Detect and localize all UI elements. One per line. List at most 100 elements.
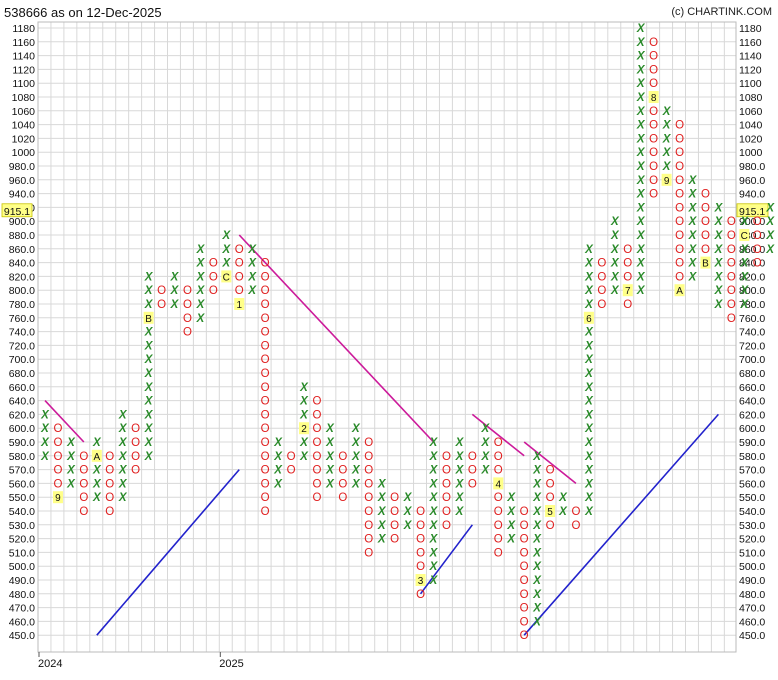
pnf-x-box: X: [118, 437, 128, 449]
y-tick-label-right: 840.0: [739, 258, 765, 270]
pnf-x-box: X: [532, 492, 542, 504]
pnf-o-box: O: [494, 506, 503, 518]
y-tick-label-left: 820.0: [9, 271, 35, 283]
pnf-o-box: O: [261, 285, 270, 297]
pnf-o-box: O: [753, 216, 762, 228]
last-price-label-right: 915.1: [739, 206, 765, 218]
pnf-o-box: O: [442, 506, 451, 518]
y-tick-label-right: 1000: [739, 147, 763, 159]
trendline-resistance: [471, 413, 525, 457]
y-tick-label-left: 640.0: [9, 396, 35, 408]
pnf-x-box: X: [221, 244, 231, 256]
month-marker: 9: [664, 176, 670, 187]
pnf-o-box: O: [261, 271, 270, 283]
pnf-x-box: X: [688, 271, 698, 283]
month-marker-bg: [622, 284, 633, 297]
pnf-x-box: X: [584, 285, 594, 297]
y-tick-label-left: 490.0: [9, 575, 35, 587]
pnf-o-box: O: [183, 313, 192, 325]
y-tick-label-right: 600.0: [739, 423, 765, 435]
pnf-o-box: O: [546, 492, 555, 504]
pnf-o-box: O: [597, 299, 606, 311]
pnf-x-box: X: [636, 23, 646, 35]
pnf-x-box: X: [144, 396, 154, 408]
pnf-x-box: X: [480, 465, 490, 477]
month-marker: A: [93, 452, 100, 463]
y-tick-label-left: 840.0: [9, 258, 35, 270]
y-tick-label-right: 590.0: [739, 437, 765, 449]
y-tick-label-right: 560.0: [739, 478, 765, 490]
pnf-x-box: X: [325, 478, 335, 490]
y-tick-label-left: 660.0: [9, 382, 35, 394]
pnf-o-box: O: [390, 506, 399, 518]
pnf-x-box: X: [765, 216, 775, 228]
pnf-o-box: O: [571, 520, 580, 532]
pnf-x-box: X: [118, 478, 128, 490]
pnf-o-box: O: [675, 202, 684, 214]
pnf-o-box: O: [727, 216, 736, 228]
pnf-x-box: X: [118, 492, 128, 504]
pnf-o-box: O: [364, 465, 373, 477]
pnf-x-box: X: [662, 106, 672, 118]
y-tick-label-left: 500.0: [9, 561, 35, 573]
pnf-x-box: X: [662, 133, 672, 145]
pnf-x-box: X: [273, 478, 283, 490]
pnf-o-box: O: [727, 230, 736, 242]
month-marker: 9: [55, 493, 61, 504]
pnf-x-box: X: [429, 451, 439, 463]
y-tick-label-right: 460.0: [739, 616, 765, 628]
pnf-x-box: X: [636, 133, 646, 145]
pnf-o-box: O: [79, 451, 88, 463]
pnf-o-box: O: [287, 451, 296, 463]
pnf-o-box: O: [235, 244, 244, 256]
pnf-o-box: O: [623, 271, 632, 283]
pnf-o-box: O: [701, 202, 710, 214]
month-marker: 5: [547, 507, 553, 518]
pnf-x-box: X: [714, 271, 724, 283]
pnf-x-box: X: [377, 506, 387, 518]
pnf-x-box: X: [636, 106, 646, 118]
pnf-o-box: O: [312, 451, 321, 463]
y-tick-label-left: 530.0: [9, 520, 35, 532]
y-tick-label-left: 960.0: [9, 175, 35, 187]
y-tick-label-right: 480.0: [739, 589, 765, 601]
pnf-x-box: X: [636, 92, 646, 104]
pnf-o-box: O: [520, 575, 529, 587]
pnf-o-box: O: [53, 451, 62, 463]
month-marker: B: [145, 314, 152, 325]
pnf-x-box: X: [584, 437, 594, 449]
pnf-x-box: X: [247, 244, 257, 256]
pnf-o-box: O: [442, 492, 451, 504]
pnf-o-box: O: [468, 465, 477, 477]
pnf-x-box: X: [584, 382, 594, 394]
pnf-x-box: X: [429, 465, 439, 477]
pnf-x-box: X: [584, 465, 594, 477]
pnf-o-box: O: [753, 244, 762, 256]
y-tick-label-left: 980.0: [9, 161, 35, 173]
pnf-o-box: O: [183, 327, 192, 339]
month-marker: C: [741, 231, 748, 242]
month-marker-bg: [234, 298, 245, 310]
pnf-x-box: X: [221, 258, 231, 270]
pnf-x-box: X: [610, 216, 620, 228]
pnf-o-box: O: [649, 64, 658, 76]
pnf-o-box: O: [546, 478, 555, 490]
pnf-x-box: X: [688, 189, 698, 201]
pnf-x-box: X: [429, 492, 439, 504]
pnf-x-box: X: [377, 492, 387, 504]
pnf-o-box: O: [442, 451, 451, 463]
pnf-x-box: X: [532, 451, 542, 463]
pnf-x-box: X: [584, 299, 594, 311]
pnf-x-box: X: [403, 520, 413, 532]
pnf-x-box: X: [688, 202, 698, 214]
pnf-x-box: X: [610, 271, 620, 283]
pnf-x-box: X: [377, 478, 387, 490]
pnf-o-box: O: [235, 285, 244, 297]
pnf-o-box: O: [727, 244, 736, 256]
pnf-x-box: X: [455, 478, 465, 490]
y-tick-label-left: 1120: [12, 64, 35, 76]
y-tick-label-left: 510.0: [9, 547, 35, 559]
trendline-resistance: [238, 234, 435, 443]
y-tick-label-left: 560.0: [9, 478, 35, 490]
pnf-x-box: X: [506, 492, 516, 504]
